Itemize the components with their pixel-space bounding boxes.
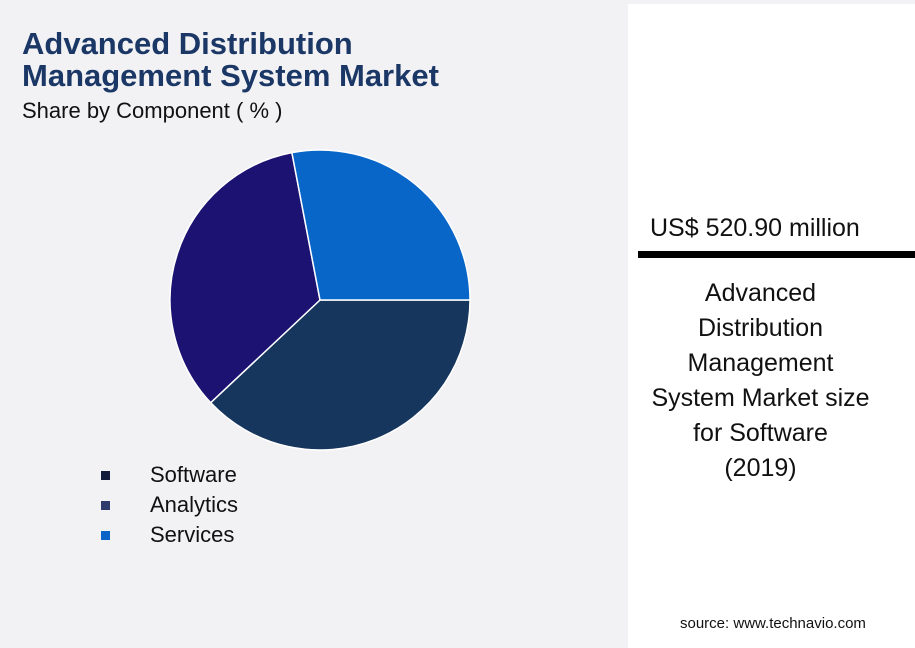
info-panel — [628, 4, 915, 648]
description-line: Distribution — [697, 314, 824, 342]
pie-chart — [169, 149, 471, 451]
description: Advanced Distribution Management System Mar… — [628, 276, 893, 486]
description-line: Advanced — [704, 279, 817, 307]
legend-label: Services — [150, 522, 235, 547]
description-line: for Software — [693, 419, 828, 447]
chart-title: Advanced Distribution Management System … — [22, 26, 439, 93]
pie-slice — [169, 151, 321, 404]
highlight-value: US$ 520.90 million — [650, 214, 860, 242]
legend-marker — [101, 501, 110, 510]
legend-marker — [101, 471, 110, 480]
divider — [638, 251, 915, 258]
chart-subtitle: Share by Component ( % ) — [22, 98, 283, 123]
legend-label: Analytics — [150, 492, 239, 517]
legend-label: Software — [150, 462, 237, 487]
legend-marker — [101, 531, 110, 540]
pie-slice — [209, 299, 471, 451]
description-line: System Market size — [651, 384, 870, 412]
description-line: Management — [687, 349, 834, 377]
description-line: (2019) — [724, 454, 797, 482]
source: source: www.technavio.com — [680, 615, 866, 632]
pie-slice — [291, 149, 471, 301]
